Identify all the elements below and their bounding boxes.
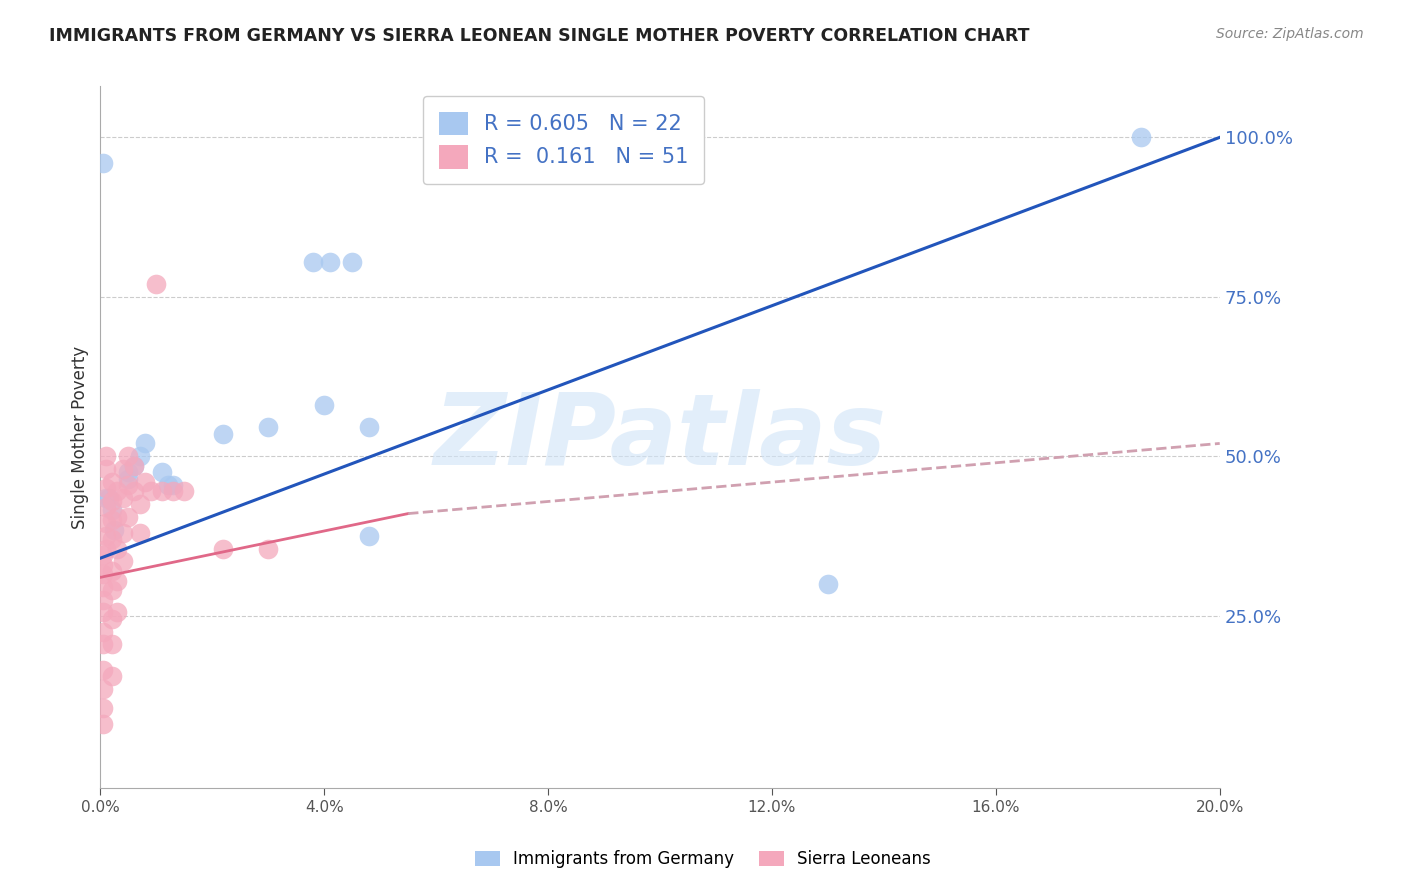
Point xyxy=(117,471,139,485)
Y-axis label: Single Mother Poverty: Single Mother Poverty xyxy=(72,345,89,529)
Point xyxy=(122,458,145,473)
Point xyxy=(94,541,117,556)
Point xyxy=(128,449,150,463)
Point xyxy=(117,478,139,492)
Point xyxy=(91,717,114,731)
Point xyxy=(111,525,134,540)
Point xyxy=(212,541,235,556)
Point xyxy=(1130,130,1153,145)
Point xyxy=(162,478,184,492)
Point xyxy=(100,637,122,651)
Point xyxy=(122,484,145,499)
Point xyxy=(817,576,839,591)
Point xyxy=(100,493,122,508)
Point xyxy=(162,484,184,499)
Point xyxy=(145,277,167,291)
Point xyxy=(105,509,128,524)
Point xyxy=(150,465,173,479)
Point xyxy=(357,529,380,543)
Point xyxy=(100,612,122,626)
Point xyxy=(257,420,280,434)
Point xyxy=(212,426,235,441)
Point xyxy=(117,449,139,463)
Point xyxy=(91,681,114,696)
Point xyxy=(91,624,114,639)
Point xyxy=(134,436,156,450)
Point xyxy=(128,525,150,540)
Point xyxy=(105,606,128,620)
Point xyxy=(173,484,195,499)
Point xyxy=(91,156,114,170)
Point xyxy=(105,541,128,556)
Point xyxy=(139,484,162,499)
Point xyxy=(91,558,114,572)
Point xyxy=(100,513,122,527)
Point xyxy=(117,465,139,479)
Point xyxy=(94,491,117,505)
Point xyxy=(111,462,134,476)
Point xyxy=(100,669,122,683)
Point xyxy=(117,509,139,524)
Point xyxy=(342,254,364,268)
Point xyxy=(257,541,280,556)
Point xyxy=(91,592,114,607)
Point xyxy=(105,484,128,499)
Text: Source: ZipAtlas.com: Source: ZipAtlas.com xyxy=(1216,27,1364,41)
Point xyxy=(319,254,342,268)
Point xyxy=(302,254,325,268)
Point xyxy=(100,475,122,489)
Point xyxy=(100,583,122,598)
Point xyxy=(156,478,179,492)
Point xyxy=(94,516,117,530)
Point xyxy=(91,637,114,651)
Point xyxy=(94,481,117,495)
Point xyxy=(122,458,145,473)
Point xyxy=(314,398,336,412)
Point xyxy=(91,606,114,620)
Point xyxy=(97,491,120,505)
Point xyxy=(94,462,117,476)
Point xyxy=(100,503,122,517)
Legend: R = 0.605   N = 22, R =  0.161   N = 51: R = 0.605 N = 22, R = 0.161 N = 51 xyxy=(423,96,704,185)
Text: ZIPatlas: ZIPatlas xyxy=(433,389,887,485)
Point xyxy=(91,580,114,594)
Point xyxy=(91,567,114,582)
Point xyxy=(150,484,173,499)
Point xyxy=(111,491,134,505)
Point xyxy=(100,564,122,578)
Point xyxy=(111,554,134,568)
Point xyxy=(103,523,125,537)
Point xyxy=(91,663,114,677)
Point xyxy=(91,548,114,562)
Point xyxy=(94,449,117,463)
Point xyxy=(105,574,128,588)
Point xyxy=(128,497,150,511)
Point xyxy=(94,529,117,543)
Point xyxy=(91,701,114,715)
Legend: Immigrants from Germany, Sierra Leoneans: Immigrants from Germany, Sierra Leoneans xyxy=(468,844,938,875)
Point xyxy=(134,475,156,489)
Text: IMMIGRANTS FROM GERMANY VS SIERRA LEONEAN SINGLE MOTHER POVERTY CORRELATION CHAR: IMMIGRANTS FROM GERMANY VS SIERRA LEONEA… xyxy=(49,27,1029,45)
Point xyxy=(100,532,122,546)
Point xyxy=(357,420,380,434)
Point xyxy=(94,500,117,515)
